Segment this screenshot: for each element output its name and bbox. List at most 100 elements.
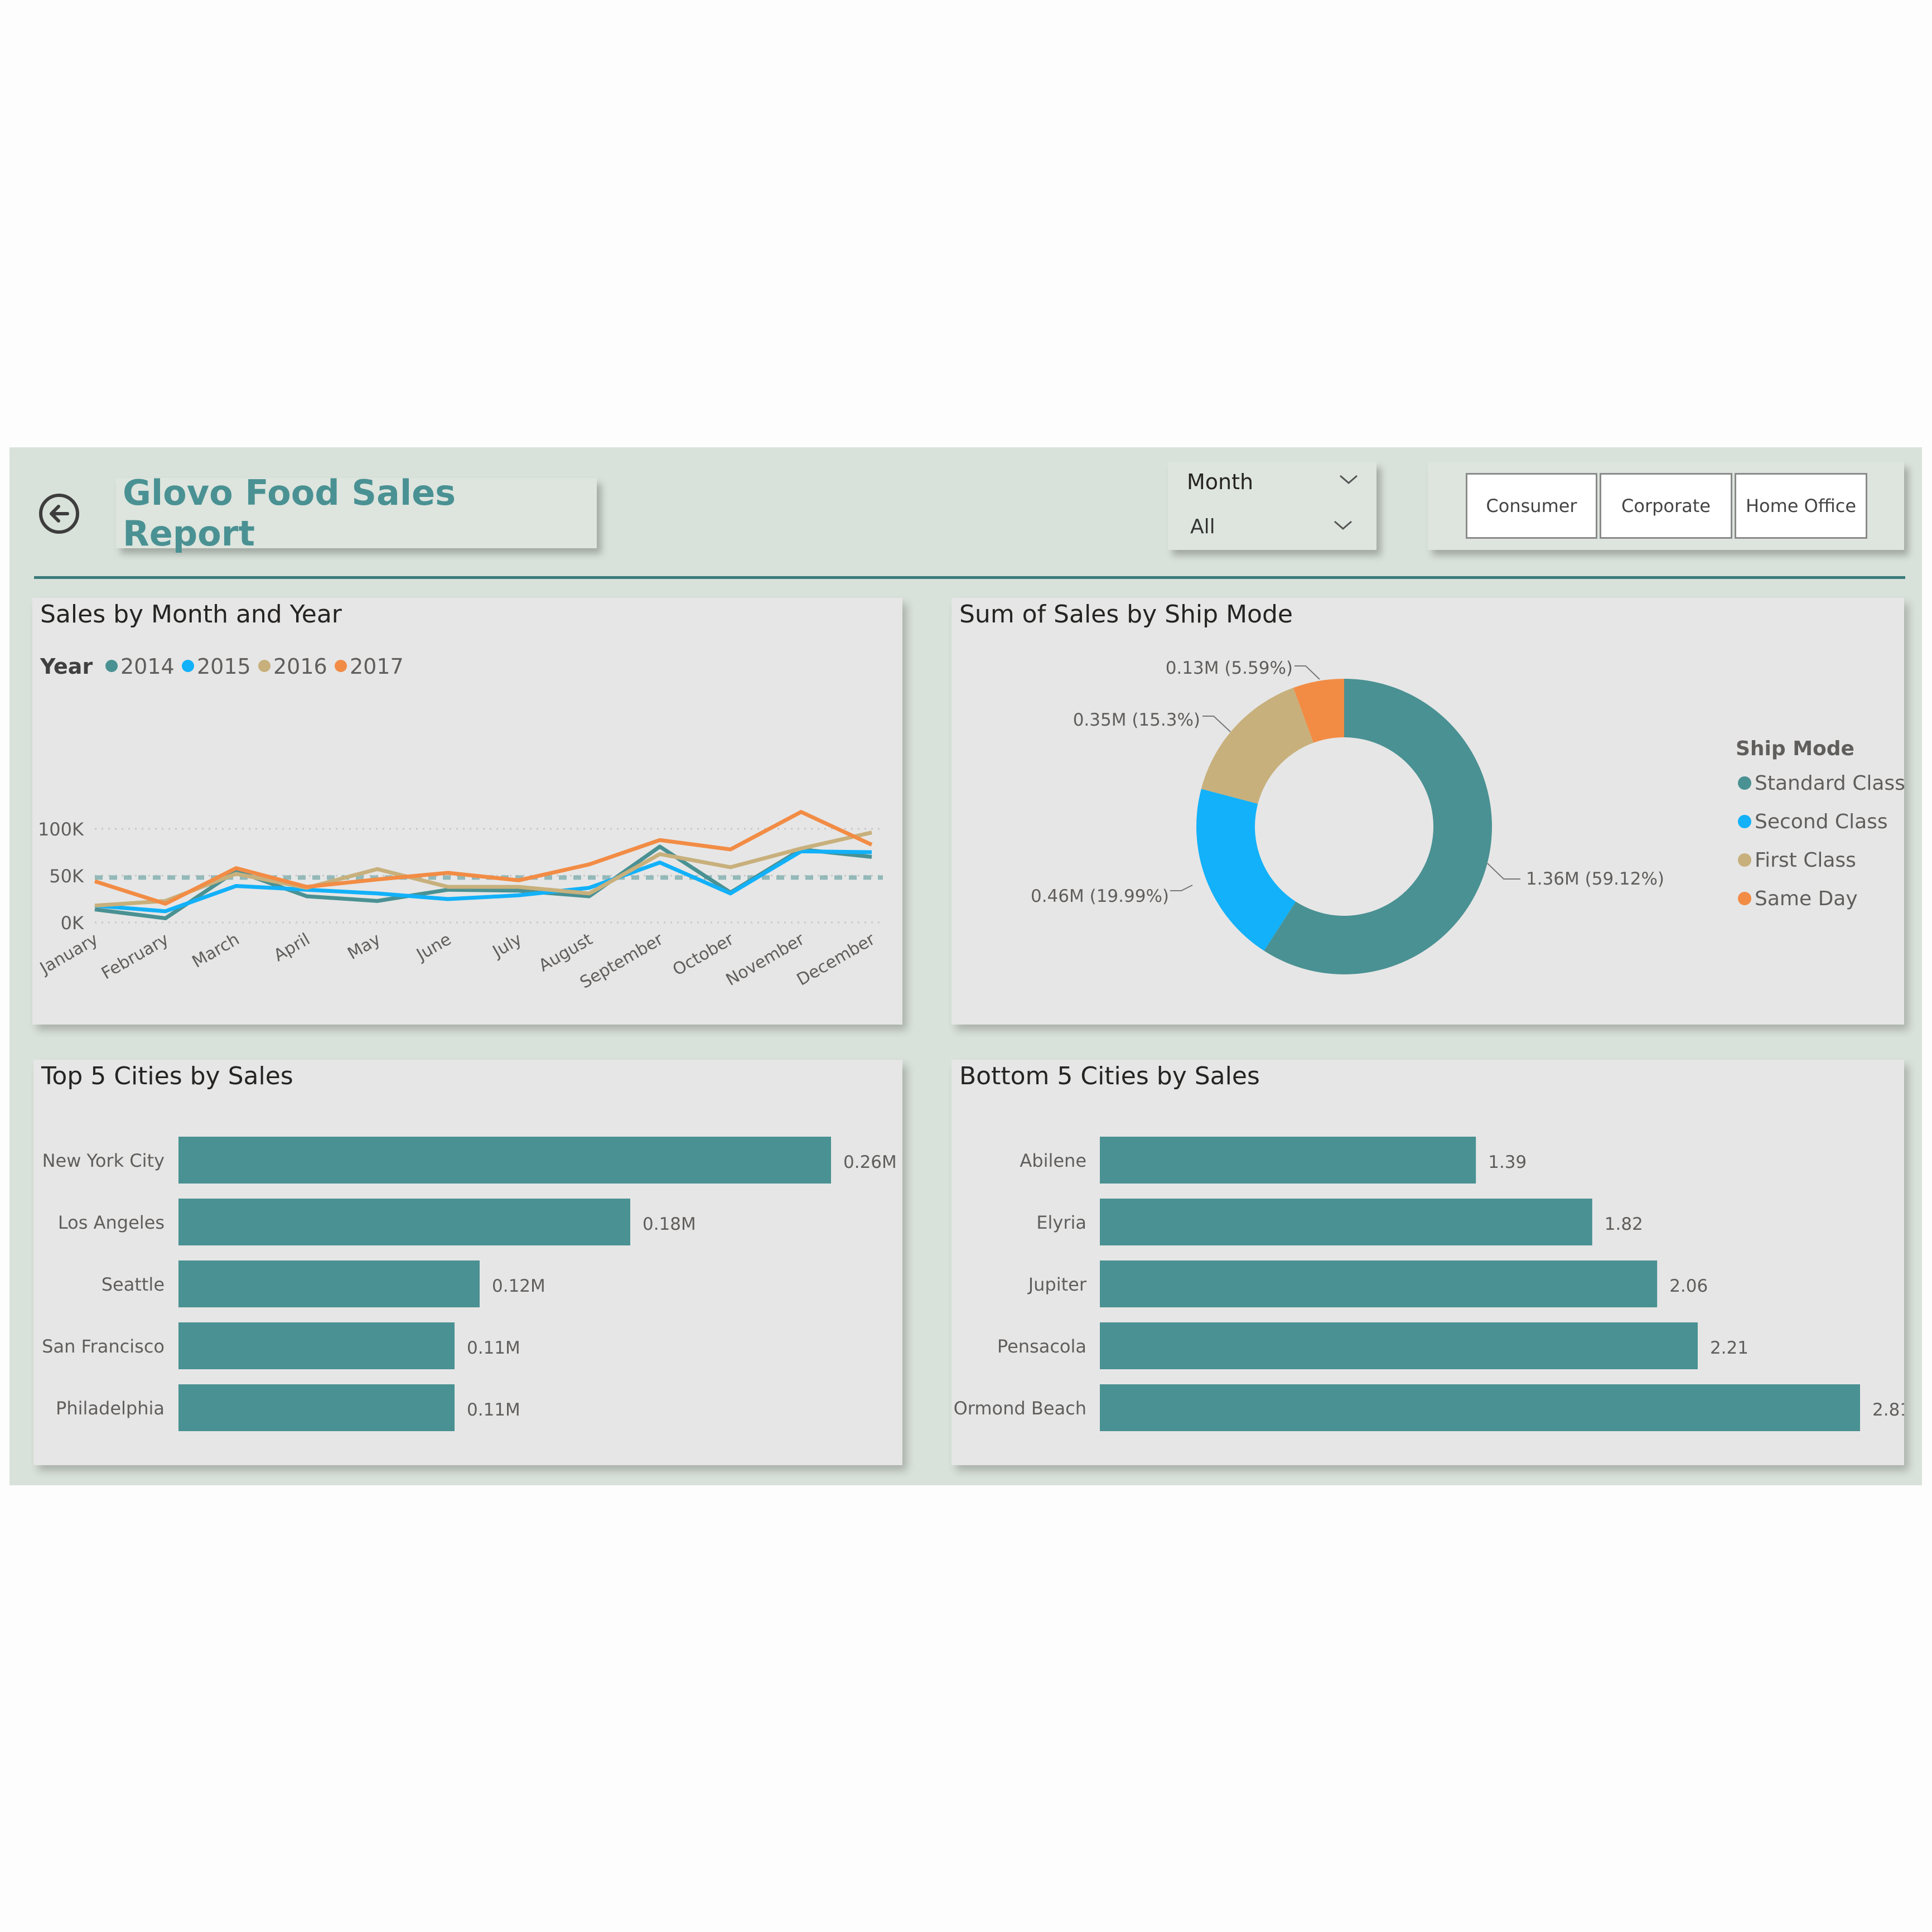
category-label: Seattle: [102, 1274, 165, 1295]
data-label: 0.46M (19.99%): [1031, 886, 1169, 906]
leader-line: [1487, 863, 1520, 880]
series-line-2016: [94, 830, 872, 908]
bottom-cities-chart: Abilene 1.39 Elyria 1.82 Jupiter 2.06 Pensacol…: [954, 1137, 1904, 1431]
data-label: 1.39: [1488, 1152, 1527, 1172]
line-chart-title: Sales by Month and Year: [40, 600, 342, 629]
top-cities-title: Top 5 Cities by Sales: [41, 1062, 293, 1090]
legend-marker-icon: [182, 660, 194, 672]
bottom-cities-panel: Bottom 5 Cities by Sales Abilene 1.39 Elyr…: [951, 1060, 1904, 1465]
data-label: 0.35M (15.3%): [1073, 710, 1200, 730]
legend-label: Standard Class: [1755, 772, 1904, 795]
top-cities-panel: Top 5 Cities by Sales New York City 0.26M…: [33, 1060, 902, 1465]
bar: [1100, 1260, 1658, 1307]
legend-marker-icon: [1738, 815, 1751, 828]
bar: [1100, 1137, 1476, 1184]
category-label: New York City: [42, 1150, 165, 1171]
x-tick-label: August: [535, 930, 596, 976]
legend-label: First Class: [1755, 849, 1856, 872]
bar: [1100, 1199, 1592, 1245]
data-label: 2.81: [1872, 1400, 1904, 1420]
donut-slices: [1196, 679, 1492, 974]
bar: [178, 1260, 480, 1307]
arrow-left-icon: [50, 505, 69, 523]
data-label: 0.18M: [643, 1214, 696, 1234]
data-label: 0.11M: [467, 1400, 520, 1420]
line-chart: Year 2014 2015 2016 2017 0K 50K 100K JanuaryFeb…: [36, 654, 883, 993]
bar: [178, 1322, 455, 1369]
data-label: 2.06: [1669, 1276, 1708, 1296]
donut-slice: [1196, 789, 1296, 951]
legend-label: 2014: [120, 654, 175, 679]
data-label: 1.36M (59.12%): [1526, 869, 1664, 889]
category-label: Elyria: [1036, 1212, 1086, 1233]
segment-slicer: Consumer Corporate Home Office: [1428, 462, 1904, 550]
series-line-2015: [94, 849, 872, 914]
bar: [178, 1384, 455, 1431]
leader-line: [1202, 716, 1231, 732]
category-label: Los Angeles: [58, 1212, 165, 1233]
segment-button-corporate[interactable]: Corporate: [1600, 473, 1732, 539]
legend-label: Same Day: [1755, 887, 1858, 910]
series-line-2017: [94, 810, 873, 906]
y-tick-label: 100K: [38, 819, 84, 840]
segment-button-consumer[interactable]: Consumer: [1466, 473, 1597, 539]
legend-marker-icon: [335, 660, 347, 672]
data-label: 2.21: [1710, 1338, 1749, 1358]
donut-labels: 1.36M (59.12%) 0.46M (19.99%) 0.35M (15.3%…: [1031, 658, 1664, 906]
bar: [178, 1137, 831, 1184]
data-label: 1.82: [1605, 1214, 1643, 1234]
legend-marker-icon: [1738, 776, 1751, 790]
x-tick-label: June: [412, 930, 455, 965]
bar: [178, 1199, 630, 1245]
line-chart-panel: Sales by Month and Year Year 2014 2015 2016…: [32, 598, 902, 1025]
chevron-down-icon[interactable]: [1339, 474, 1359, 485]
donut-slice: [1264, 679, 1492, 974]
y-tick-label: 0K: [61, 912, 84, 934]
month-slicer[interactable]: Month All: [1168, 462, 1376, 550]
leader-line: [1295, 665, 1320, 680]
donut-chart-title: Sum of Sales by Ship Mode: [959, 600, 1293, 629]
back-button[interactable]: [39, 494, 79, 534]
segment-button-home-office[interactable]: Home Office: [1735, 473, 1867, 539]
legend-marker-icon: [105, 660, 118, 672]
legend-title: Year: [40, 654, 93, 679]
report-title: Glovo Food Sales Report: [123, 472, 456, 554]
data-label: 0.11M: [467, 1338, 520, 1358]
bottom-cities-title: Bottom 5 Cities by Sales: [959, 1062, 1260, 1090]
legend-label: Second Class: [1755, 810, 1888, 833]
data-label: 0.12M: [492, 1276, 545, 1296]
legend-title: Ship Mode: [1736, 737, 1854, 760]
donut-chart: 1.36M (59.12%) 0.46M (19.99%) 0.35M (15.3%…: [1031, 658, 1904, 974]
data-label: 0.13M (5.59%): [1166, 658, 1293, 678]
line-chart-series: [94, 810, 873, 920]
donut-legend: Ship Mode Standard Class Second Class First…: [1736, 737, 1904, 910]
legend-label: 2016: [273, 654, 327, 679]
legend-marker-icon: [1738, 892, 1751, 905]
legend-marker-icon: [258, 660, 271, 672]
header-divider: [34, 576, 1905, 579]
x-tick-label: April: [271, 930, 313, 966]
month-slicer-value[interactable]: All: [1190, 515, 1215, 538]
legend-label: 2015: [197, 654, 251, 679]
bar: [1100, 1322, 1698, 1369]
donut-slice: [1201, 688, 1313, 804]
data-label: 0.26M: [843, 1152, 897, 1172]
x-tick-label: May: [344, 930, 384, 964]
chevron-down-icon[interactable]: [1333, 520, 1353, 531]
report-title-box: Glovo Food Sales Report: [116, 472, 597, 554]
category-label: Jupiter: [1027, 1274, 1087, 1295]
x-tick-label: January: [36, 930, 102, 979]
category-label: Pensacola: [997, 1336, 1086, 1357]
x-tick-label: March: [189, 930, 243, 972]
leader-line: [1170, 885, 1193, 891]
category-label: Ormond Beach: [954, 1398, 1086, 1419]
bar: [1100, 1384, 1860, 1431]
x-tick-label: February: [98, 930, 172, 984]
donut-chart-panel: Sum of Sales by Ship Mode 1.36M (59.12%)…: [951, 598, 1904, 1025]
line-chart-legend: Year 2014 2015 2016 2017: [40, 654, 404, 679]
y-tick-label: 50K: [49, 866, 84, 887]
category-label: Abilene: [1020, 1150, 1086, 1171]
category-label: San Francisco: [42, 1336, 165, 1357]
category-label: Philadelphia: [56, 1398, 165, 1419]
